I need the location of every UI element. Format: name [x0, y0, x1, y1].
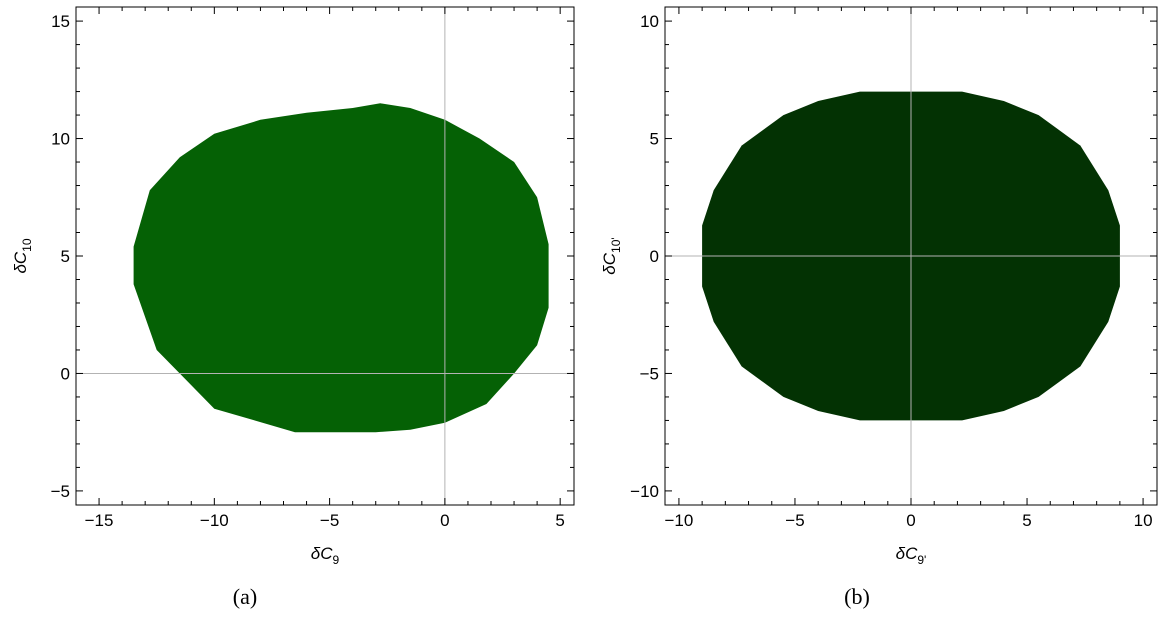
allowed-region	[133, 103, 549, 433]
x-tick-label: 0	[906, 511, 915, 530]
y-axis-label-subscript: 10	[20, 238, 34, 252]
y-tick-label: 10	[51, 130, 70, 149]
y-axis-label-symbol: δC	[600, 252, 619, 274]
y-tick-label: 5	[61, 247, 70, 266]
x-tick-label: −5	[320, 511, 339, 530]
x-tick-label: 5	[1022, 511, 1031, 530]
y-axis-label: δC10'	[600, 237, 623, 274]
y-tick-label: 0	[650, 247, 659, 266]
y-tick-label: −5	[640, 364, 659, 383]
x-tick-label: −5	[785, 511, 804, 530]
x-axis-label-subscript: 9'	[917, 553, 926, 567]
panel-caption: (a)	[233, 584, 257, 609]
y-axis-label: δC10	[11, 238, 34, 273]
y-tick-label: 15	[51, 12, 70, 31]
y-tick-label: 0	[61, 364, 70, 383]
y-tick-label: 10	[640, 12, 659, 31]
x-tick-label: 5	[555, 511, 564, 530]
x-tick-label: −10	[665, 511, 694, 530]
panel-caption: (b)	[844, 584, 870, 609]
y-tick-label: 5	[650, 130, 659, 149]
y-axis-label-symbol: δC	[11, 251, 30, 273]
x-axis-label-subscript: 9	[333, 553, 340, 567]
x-axis-label-symbol: δC	[896, 544, 918, 563]
x-axis-label: δC9	[311, 544, 340, 567]
x-axis-label: δC9'	[896, 544, 927, 567]
y-tick-label: −5	[51, 482, 70, 501]
x-tick-label: −10	[200, 511, 229, 530]
y-tick-label: −10	[630, 482, 659, 501]
x-tick-label: 10	[1134, 511, 1153, 530]
y-axis-label-subscript: 10'	[609, 237, 623, 253]
x-axis-label-symbol: δC	[311, 544, 333, 563]
x-tick-label: −15	[85, 511, 114, 530]
x-tick-label: 0	[440, 511, 449, 530]
